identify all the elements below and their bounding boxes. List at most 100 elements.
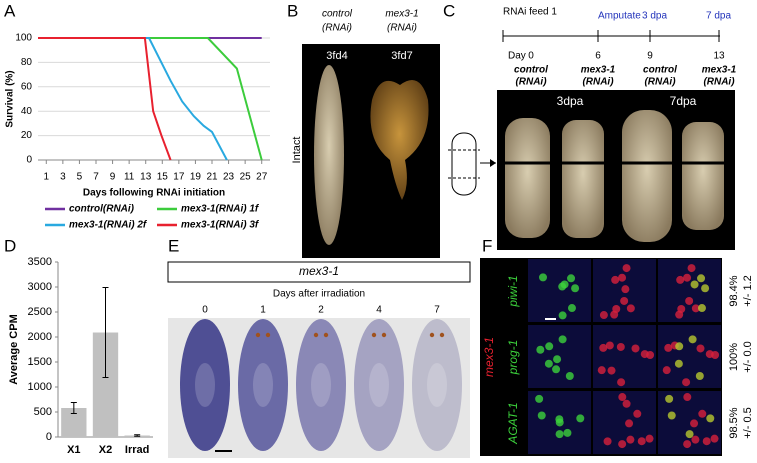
x-tick-label: 25	[240, 172, 252, 183]
rnai: (RNAi)	[582, 77, 614, 88]
y-tick-label: 500	[34, 406, 52, 418]
cell	[599, 311, 608, 320]
x-tick-label: 1	[44, 172, 50, 183]
cell	[555, 418, 564, 427]
worm	[682, 122, 724, 230]
worm	[238, 319, 288, 451]
y-tick-label: 40	[21, 106, 33, 117]
day: 7	[434, 305, 440, 316]
marker: piwi-1	[506, 275, 520, 307]
cell	[616, 342, 625, 351]
worm	[314, 65, 344, 245]
eye	[429, 332, 435, 338]
x-tick-label: 19	[190, 172, 202, 183]
day: 6	[595, 51, 601, 62]
x-tick-label: 17	[173, 172, 185, 183]
line	[38, 37, 172, 161]
cell	[544, 359, 553, 368]
panel-label: A	[4, 1, 16, 20]
y-tick-label: 2000	[28, 331, 52, 343]
error: +/- 1.2	[742, 275, 754, 307]
y-tick-label: 1000	[28, 381, 52, 393]
x-tick-label: 3	[60, 172, 66, 183]
cell	[695, 372, 704, 381]
cell	[558, 282, 567, 291]
percent: 98.4%	[728, 275, 740, 306]
x-tick-label: Irrad	[125, 444, 149, 456]
stage: 3fd7	[391, 50, 412, 62]
y-tick-label: 1500	[28, 356, 52, 368]
legend-label: control(RNAi)	[69, 204, 135, 215]
panel-c: RNAi feed 1 Amputate 3 dpa 7 dpa Day 0 6…	[448, 7, 737, 250]
x-tick-label: 5	[77, 172, 83, 183]
cell	[698, 409, 707, 418]
cell	[706, 414, 715, 423]
rnai: (RNAi)	[387, 23, 417, 34]
eye	[381, 332, 387, 338]
cell	[685, 296, 694, 305]
worm	[562, 120, 604, 238]
day: 0	[202, 305, 208, 316]
cell	[633, 409, 642, 418]
eye	[313, 332, 319, 338]
cell	[553, 355, 562, 364]
cell	[555, 430, 564, 439]
image-label: 7dpa	[670, 94, 697, 108]
panel-label: C	[443, 1, 455, 20]
stage: 3fd4	[326, 50, 347, 62]
cell	[618, 440, 627, 449]
x-tick-label: X1	[67, 444, 80, 456]
arrow-head	[490, 159, 496, 167]
y-tick-label: 3000	[28, 281, 52, 293]
cell	[683, 393, 692, 402]
y-tick-label: 0	[46, 431, 52, 443]
day: 0	[528, 51, 534, 62]
day-prefix: Day	[508, 51, 526, 62]
cell	[622, 264, 631, 273]
marker: prog-1	[506, 340, 520, 376]
rnai: (RNAi)	[515, 77, 547, 88]
eye	[323, 332, 329, 338]
condition: control	[643, 65, 677, 76]
condition: mex3-1	[581, 65, 616, 76]
rnai: (RNAi)	[703, 77, 735, 88]
x-tick-label: 9	[110, 172, 116, 183]
gene-box	[167, 261, 471, 283]
error: +/- 0.0	[742, 341, 754, 373]
cell	[675, 342, 684, 351]
worm	[180, 319, 230, 451]
event: 3 dpa	[642, 11, 667, 22]
x-tick-label: 21	[206, 172, 218, 183]
worm	[622, 110, 672, 242]
cell	[702, 437, 711, 446]
panel-b: control (RNAi) mex3-1 (RNAi) 3fd4 3fd7 I…	[291, 9, 440, 258]
cell	[545, 342, 554, 351]
cell	[622, 399, 631, 408]
cell	[599, 343, 608, 352]
error-bar	[70, 402, 77, 414]
error-bar	[102, 287, 109, 378]
rnai: (RNAi)	[644, 77, 676, 88]
cell	[567, 304, 576, 313]
cell	[625, 419, 634, 428]
worm	[354, 319, 404, 451]
day: 4	[376, 305, 382, 316]
cell	[696, 344, 705, 353]
panel-label: B	[287, 1, 298, 20]
eye	[371, 332, 377, 338]
cell	[691, 435, 700, 444]
cell	[610, 310, 619, 319]
panel-label: F	[482, 236, 492, 255]
event: Amputate	[598, 11, 641, 22]
x-tick-label: 13	[140, 172, 152, 183]
cell	[637, 437, 646, 446]
cell	[690, 419, 699, 428]
cell	[563, 428, 572, 437]
x-tick-label: 7	[93, 172, 99, 183]
image-label: 3dpa	[557, 94, 584, 108]
cell	[662, 366, 671, 375]
cell	[571, 284, 580, 293]
x-tick-label: 23	[223, 172, 235, 183]
worm	[296, 319, 346, 451]
cell	[605, 341, 614, 350]
